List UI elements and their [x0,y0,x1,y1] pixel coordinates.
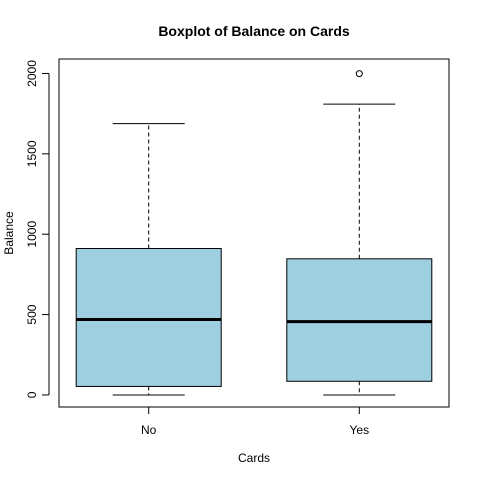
x-axis-label: Cards [238,451,270,465]
box-yes [286,70,433,396]
y-tick-label: 1500 [25,140,39,167]
y-tick-label: 2000 [25,60,39,87]
x-tick-label: Yes [350,423,370,437]
y-tick-label: 500 [25,304,39,324]
iqr-box [75,248,222,387]
y-tick-label: 0 [25,391,39,398]
outlier-point [355,70,363,78]
box-group [75,70,433,396]
chart-title: Boxplot of Balance on Cards [158,23,350,39]
box-no [75,123,222,396]
x-tick-label: No [141,423,157,437]
y-axis-label: Balance [2,211,16,255]
x-axis: No Yes [141,406,370,437]
y-axis: 0 500 1000 1500 2000 [25,60,50,398]
iqr-box [286,258,433,382]
y-tick-label: 1000 [25,221,39,248]
